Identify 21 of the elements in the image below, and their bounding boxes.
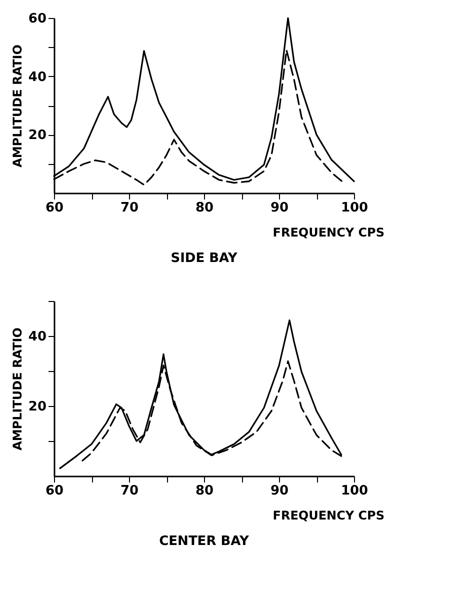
y-axis-title: AMPLITUDE RATIO [10, 44, 24, 168]
x-tick-label: 70 [120, 200, 139, 216]
x-tick-label: 90 [270, 484, 289, 498]
text: SIDE BAY [170, 251, 238, 266]
y-tick-label: 40 [28, 330, 46, 344]
x-tick-label: 90 [270, 200, 289, 216]
x-tick-label: 80 [195, 200, 214, 216]
y-tick-label: 20 [28, 400, 46, 414]
x-tick-label: 70 [120, 484, 139, 498]
y-axis-title: AMPLITUDE RATIO [10, 328, 24, 450]
x-axis-title: FREQUENCY CPS [272, 508, 384, 522]
y-tick-label: 40 [28, 70, 46, 85]
x-axis-title: FREQUENCY CPS [272, 226, 384, 240]
x-tick-label: 60 [45, 484, 64, 498]
text: CENTER BAY [159, 534, 250, 549]
y-tick-label: 60 [28, 12, 46, 26]
y-tick-label: 20 [28, 128, 46, 144]
x-tick-label: 80 [195, 484, 214, 498]
x-tick-label: 60 [45, 200, 64, 216]
x-tick-label: 100 [340, 200, 368, 216]
x-tick-label: 100 [340, 484, 368, 498]
